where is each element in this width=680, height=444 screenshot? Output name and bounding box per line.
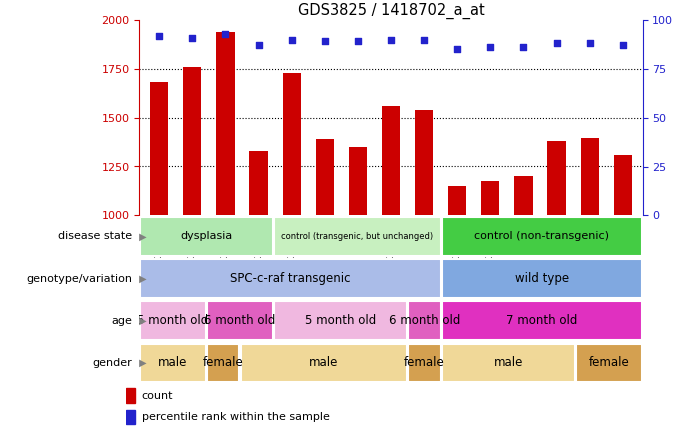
Bar [140,344,206,382]
Bar [140,259,441,298]
Text: female: female [203,357,243,369]
Bar [613,155,632,215]
Text: female: female [404,357,445,369]
Text: 6 month old: 6 month old [205,314,275,327]
Bar [274,301,407,340]
Text: ▶: ▶ [136,358,147,368]
Bar [207,344,239,382]
Text: genotype/variation: genotype/variation [27,274,133,284]
Bar [250,151,268,215]
Text: disease state: disease state [58,231,133,242]
Point [253,42,264,49]
Point [320,38,330,45]
Bar [150,83,169,215]
Bar [547,141,566,215]
Bar [184,67,201,215]
Bar [409,344,441,382]
Bar [126,388,135,403]
Text: 5 month old: 5 month old [137,314,209,327]
Title: GDS3825 / 1418702_a_at: GDS3825 / 1418702_a_at [298,2,484,19]
Text: SPC-c-raf transgenic: SPC-c-raf transgenic [230,272,351,285]
Point [286,36,297,43]
Bar [442,344,575,382]
Text: gender: gender [93,358,133,368]
Bar [481,181,499,215]
Bar [442,259,642,298]
Bar [216,32,235,215]
Point [187,34,198,41]
Text: dysplasia: dysplasia [180,231,233,242]
Bar [514,176,532,215]
Bar [283,73,301,215]
Text: 5 month old: 5 month old [305,314,376,327]
Bar [207,301,273,340]
Text: 7 month old: 7 month old [507,314,577,327]
Point [154,32,165,39]
Point [386,36,396,43]
Text: male: male [494,357,523,369]
Bar [382,106,400,215]
Point [518,44,529,51]
Bar [581,138,598,215]
Bar [126,410,135,424]
Text: control (transgenic, but unchanged): control (transgenic, but unchanged) [282,232,434,241]
Text: male: male [158,357,188,369]
Bar [349,147,367,215]
Text: ▶: ▶ [136,316,147,326]
Bar [576,344,642,382]
Bar [448,186,466,215]
Text: percentile rank within the sample: percentile rank within the sample [141,412,329,422]
Bar [442,217,642,256]
Text: male: male [309,357,339,369]
Text: age: age [112,316,133,326]
Bar [241,344,407,382]
Bar [140,301,206,340]
Bar [140,217,273,256]
Text: ▶: ▶ [136,274,147,284]
Bar [415,110,433,215]
Text: control (non-transgenic): control (non-transgenic) [475,231,609,242]
Text: 6 month old: 6 month old [389,314,460,327]
Point [584,40,595,47]
Point [485,44,496,51]
Point [220,30,231,37]
Point [452,46,462,53]
Point [352,38,363,45]
Point [617,42,628,49]
Text: ▶: ▶ [136,231,147,242]
Text: female: female [589,357,630,369]
Bar [442,301,642,340]
Bar [274,217,441,256]
Point [551,40,562,47]
Point [419,36,430,43]
Text: wild type: wild type [515,272,569,285]
Bar [409,301,441,340]
Text: count: count [141,391,173,400]
Bar [316,139,334,215]
